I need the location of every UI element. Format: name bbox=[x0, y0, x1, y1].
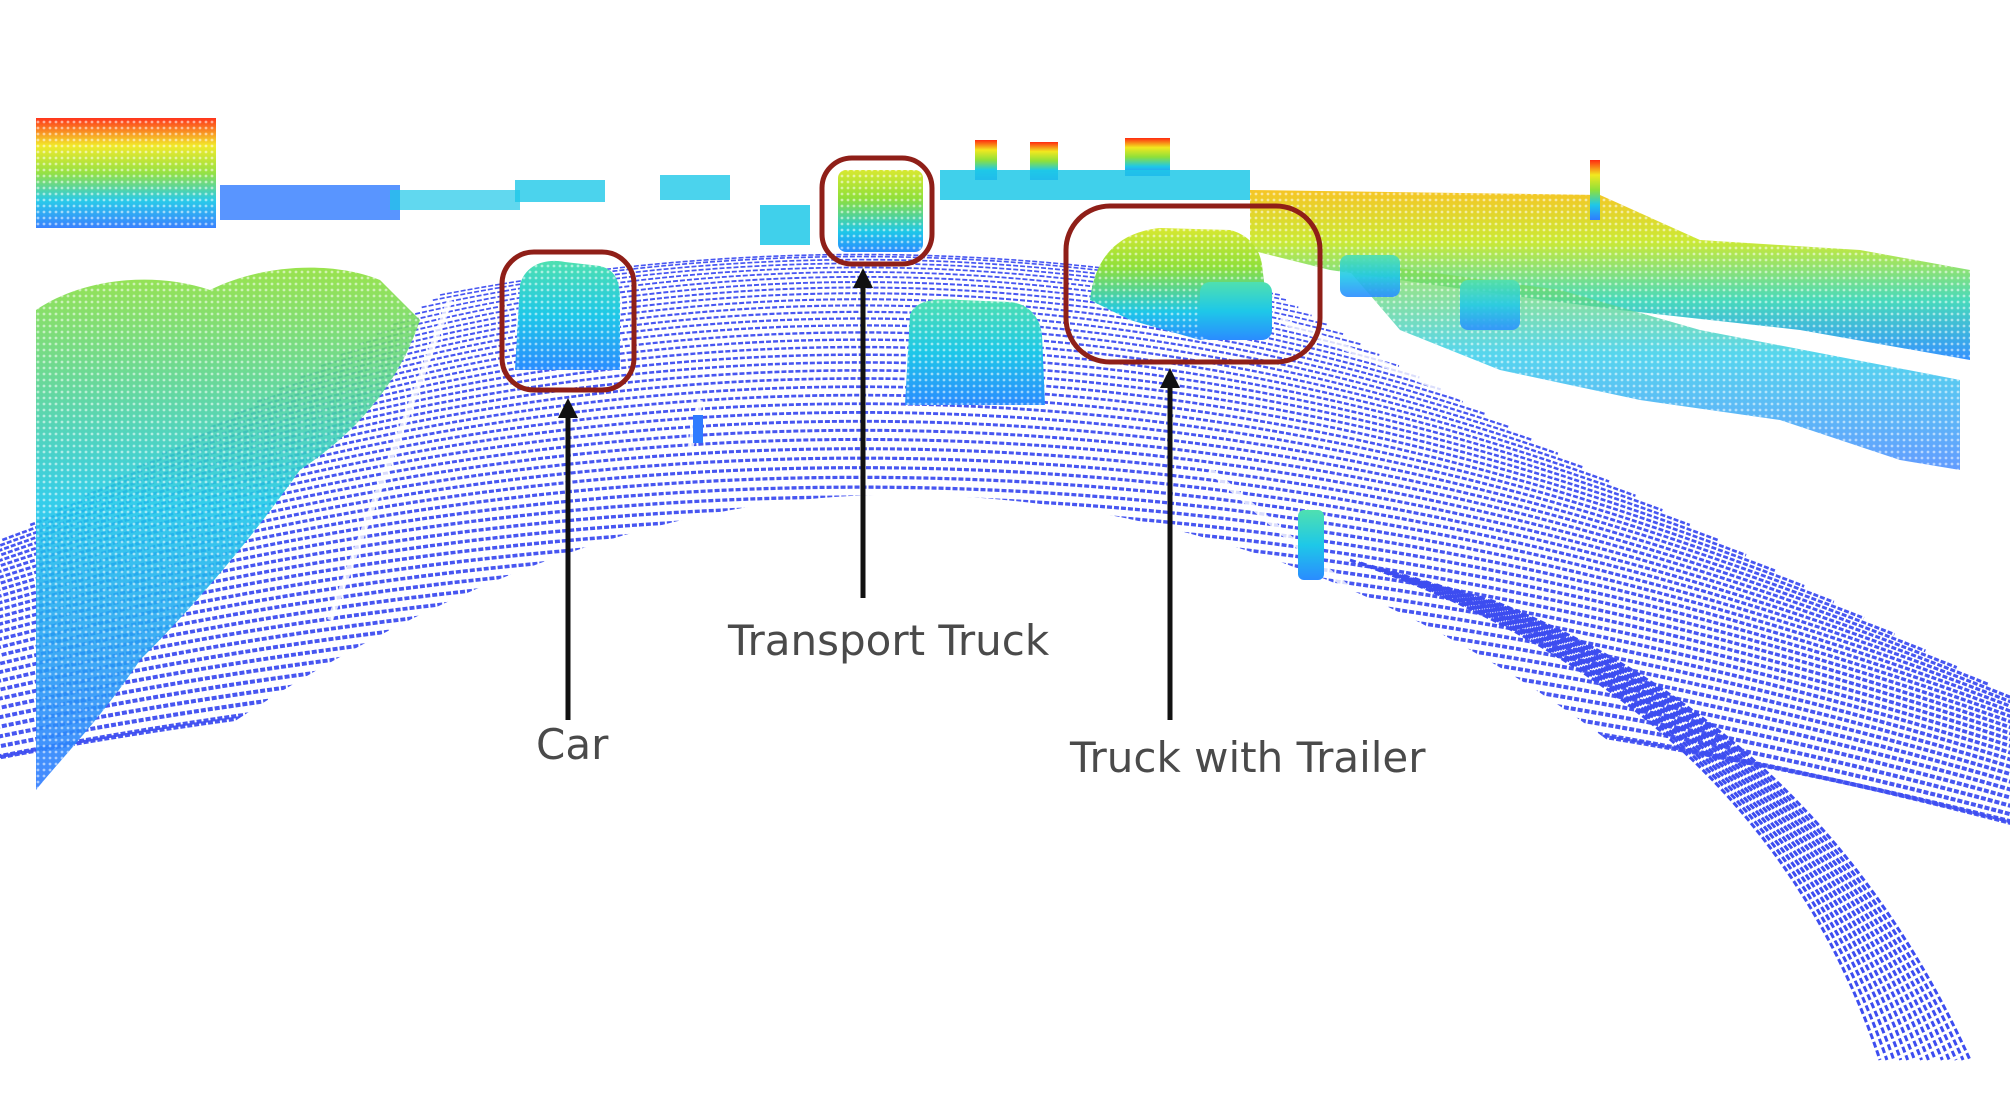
scan-ring bbox=[432, 255, 1288, 302]
transport-truck-bounding-box bbox=[819, 155, 935, 267]
ground-scan-rings bbox=[0, 253, 2010, 1118]
scan-ring bbox=[84, 353, 1636, 497]
ground-streak bbox=[327, 298, 453, 622]
annotation-truck-with-trailer bbox=[1063, 203, 1323, 720]
scan-ring bbox=[1457, 589, 1951, 1061]
scan-ring bbox=[234, 310, 1486, 416]
scan-ring bbox=[0, 536, 2010, 736]
scan-ring bbox=[1381, 567, 1903, 1061]
scan-ring bbox=[256, 304, 1464, 403]
scan-ring bbox=[1360, 561, 1889, 1061]
roadside-structures bbox=[36, 118, 1970, 790]
scan-ring bbox=[0, 475, 2010, 704]
scan-ring bbox=[1371, 564, 1896, 1061]
car-label: Car bbox=[536, 720, 609, 769]
annotation-car bbox=[499, 249, 637, 720]
ground-streak bbox=[1278, 317, 1962, 613]
annotation-transport-truck bbox=[819, 155, 935, 598]
scan-ring bbox=[186, 324, 1534, 442]
scan-ring bbox=[0, 466, 2010, 699]
scan-ring bbox=[0, 485, 2010, 708]
scan-ring bbox=[1489, 598, 1972, 1061]
scan-ring bbox=[1, 377, 1719, 542]
vehicles bbox=[515, 170, 1520, 405]
scan-ring bbox=[1478, 595, 1965, 1061]
scan-ring bbox=[376, 271, 1344, 336]
near-sensor-void bbox=[0, 494, 2010, 1118]
scan-ring bbox=[1467, 592, 1958, 1061]
scan-ring bbox=[210, 317, 1510, 429]
car-arrow-head bbox=[558, 398, 578, 418]
truck-with-trailer-bounding-box bbox=[1063, 203, 1323, 365]
truck-with-trailer-label: Truck with Trailer bbox=[1070, 733, 1426, 782]
transport-truck-arrow-head bbox=[853, 268, 873, 288]
scan-ring bbox=[393, 266, 1327, 326]
scan-ring bbox=[1424, 580, 1930, 1061]
scan-ring bbox=[300, 292, 1420, 379]
scan-ring bbox=[1435, 583, 1937, 1061]
ground-streak bbox=[1208, 467, 1352, 593]
truck-with-trailer-arrow-head bbox=[1160, 368, 1180, 388]
car-bounding-box bbox=[499, 249, 637, 393]
transport-truck-label: Transport Truck bbox=[728, 616, 1050, 665]
scan-ring bbox=[1446, 586, 1944, 1061]
scan-ring bbox=[278, 298, 1442, 391]
